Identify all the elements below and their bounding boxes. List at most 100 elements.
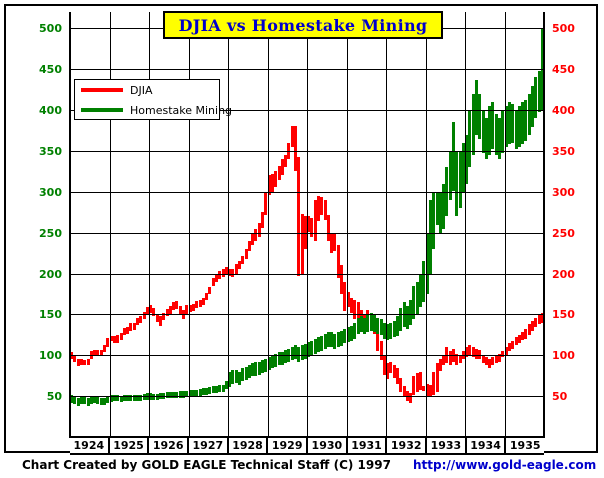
data-bar-homestake-mining — [87, 398, 90, 406]
data-bar-homestake-mining — [136, 395, 139, 401]
data-bar-homestake-mining — [485, 118, 488, 159]
y-tick-right-300: 300 — [552, 186, 575, 199]
data-bar-djia — [139, 316, 142, 323]
data-bar-djia — [254, 229, 257, 241]
data-bar-homestake-mining — [139, 395, 142, 401]
data-bar-homestake-mining — [116, 395, 119, 401]
gridline-x-1932 — [386, 12, 387, 437]
data-bar-djia — [208, 287, 211, 294]
data-bar-homestake-mining — [245, 367, 248, 380]
data-bar-djia — [80, 359, 83, 365]
data-bar-djia — [169, 306, 172, 314]
y-tick-right-500: 500 — [552, 22, 575, 35]
data-bar-djia — [531, 321, 534, 331]
data-bar-djia — [241, 256, 244, 264]
gridline-x-1927 — [189, 12, 190, 437]
data-bar-djia — [409, 393, 412, 403]
data-bar-djia — [324, 200, 327, 220]
data-bar-homestake-mining — [215, 386, 218, 393]
data-bar-homestake-mining — [238, 372, 241, 385]
data-bar-homestake-mining — [307, 342, 310, 357]
data-bar-homestake-mining — [218, 385, 221, 392]
data-bar-homestake-mining — [106, 396, 109, 403]
data-bar-djia — [222, 269, 225, 277]
data-bar-djia — [136, 318, 139, 325]
x-tick-1926: 1926 — [149, 438, 190, 455]
data-bar-djia — [238, 261, 241, 269]
data-bar-djia — [386, 363, 389, 379]
data-bar-djia — [357, 302, 360, 322]
data-bar-homestake-mining — [416, 282, 419, 315]
data-bar-homestake-mining — [521, 102, 524, 144]
data-bar-djia — [185, 305, 188, 314]
y-tick-right-350: 350 — [552, 145, 575, 158]
data-bar-djia — [515, 337, 518, 345]
gridline-x-1933 — [426, 12, 427, 437]
data-bar-homestake-mining — [80, 396, 83, 404]
data-bar-homestake-mining — [212, 386, 215, 393]
x-tick-label: 1935 — [509, 439, 541, 452]
data-bar-homestake-mining — [143, 394, 146, 400]
data-bar-djia — [126, 327, 129, 334]
gridline-x-1934 — [465, 12, 466, 437]
data-bar-homestake-mining — [442, 184, 445, 229]
data-bar-djia — [231, 269, 234, 277]
data-bar-homestake-mining — [478, 94, 481, 139]
x-tick-label: 1927 — [192, 439, 224, 452]
data-bar-homestake-mining — [518, 106, 521, 147]
y-tick-right-150: 150 — [552, 308, 575, 321]
data-bar-djia — [429, 385, 432, 396]
data-bar-djia — [343, 282, 346, 311]
data-bar-homestake-mining — [297, 347, 300, 362]
data-bar-homestake-mining — [113, 395, 116, 401]
x-tick-label: 1924 — [73, 439, 105, 452]
data-bar-homestake-mining — [409, 300, 412, 325]
data-bar-djia — [501, 351, 504, 357]
data-bar-homestake-mining — [241, 368, 244, 381]
x-tick-label: 1931 — [351, 439, 382, 452]
data-bar-homestake-mining — [396, 316, 399, 336]
legend-label-homestake: Homestake Mining — [130, 103, 233, 117]
data-bar-djia — [235, 264, 238, 274]
chart-legend: DJIA Homestake Mining — [74, 79, 232, 120]
data-bar-homestake-mining — [399, 308, 402, 331]
footer-url[interactable]: http://www.gold-eagle.com — [413, 458, 597, 472]
data-bar-djia — [505, 347, 508, 355]
data-bar-djia — [264, 192, 267, 215]
data-bar-homestake-mining — [175, 392, 178, 398]
data-bar-djia — [212, 278, 215, 286]
y-tick-left-350: 350 — [39, 145, 62, 158]
data-bar-djia — [123, 328, 126, 335]
data-bar-homestake-mining — [310, 341, 313, 356]
y-tick-left-50: 50 — [46, 390, 62, 403]
data-bar-djia — [189, 305, 192, 312]
data-bar-homestake-mining — [505, 106, 508, 147]
data-bar-djia — [399, 378, 402, 392]
data-bar-homestake-mining — [357, 318, 360, 334]
data-bar-djia — [337, 245, 340, 278]
data-bar-homestake-mining — [156, 394, 159, 400]
data-bar-homestake-mining — [317, 337, 320, 352]
data-bar-djia — [133, 323, 136, 330]
data-bar-djia — [103, 345, 106, 352]
x-tick-1935: 1935 — [506, 438, 545, 455]
data-bar-djia — [129, 323, 132, 331]
data-bar-djia — [317, 196, 320, 221]
data-bar-homestake-mining — [100, 398, 103, 405]
data-bar-homestake-mining — [376, 318, 379, 334]
data-bar-homestake-mining — [222, 385, 225, 392]
data-bar-djia — [472, 347, 475, 357]
data-bar-djia — [491, 357, 494, 365]
data-bar-homestake-mining — [422, 261, 425, 302]
data-bar-djia — [459, 355, 462, 363]
data-bar-homestake-mining — [406, 306, 409, 329]
data-bar-homestake-mining — [343, 329, 346, 343]
data-bar-djia — [482, 355, 485, 363]
data-bar-djia — [508, 343, 511, 351]
data-bar-djia — [436, 363, 439, 392]
data-bar-homestake-mining — [281, 352, 284, 365]
data-bar-djia — [199, 300, 202, 307]
data-bar-djia — [538, 314, 541, 324]
y-tick-right-100: 100 — [552, 349, 575, 362]
data-bar-djia — [245, 249, 248, 259]
